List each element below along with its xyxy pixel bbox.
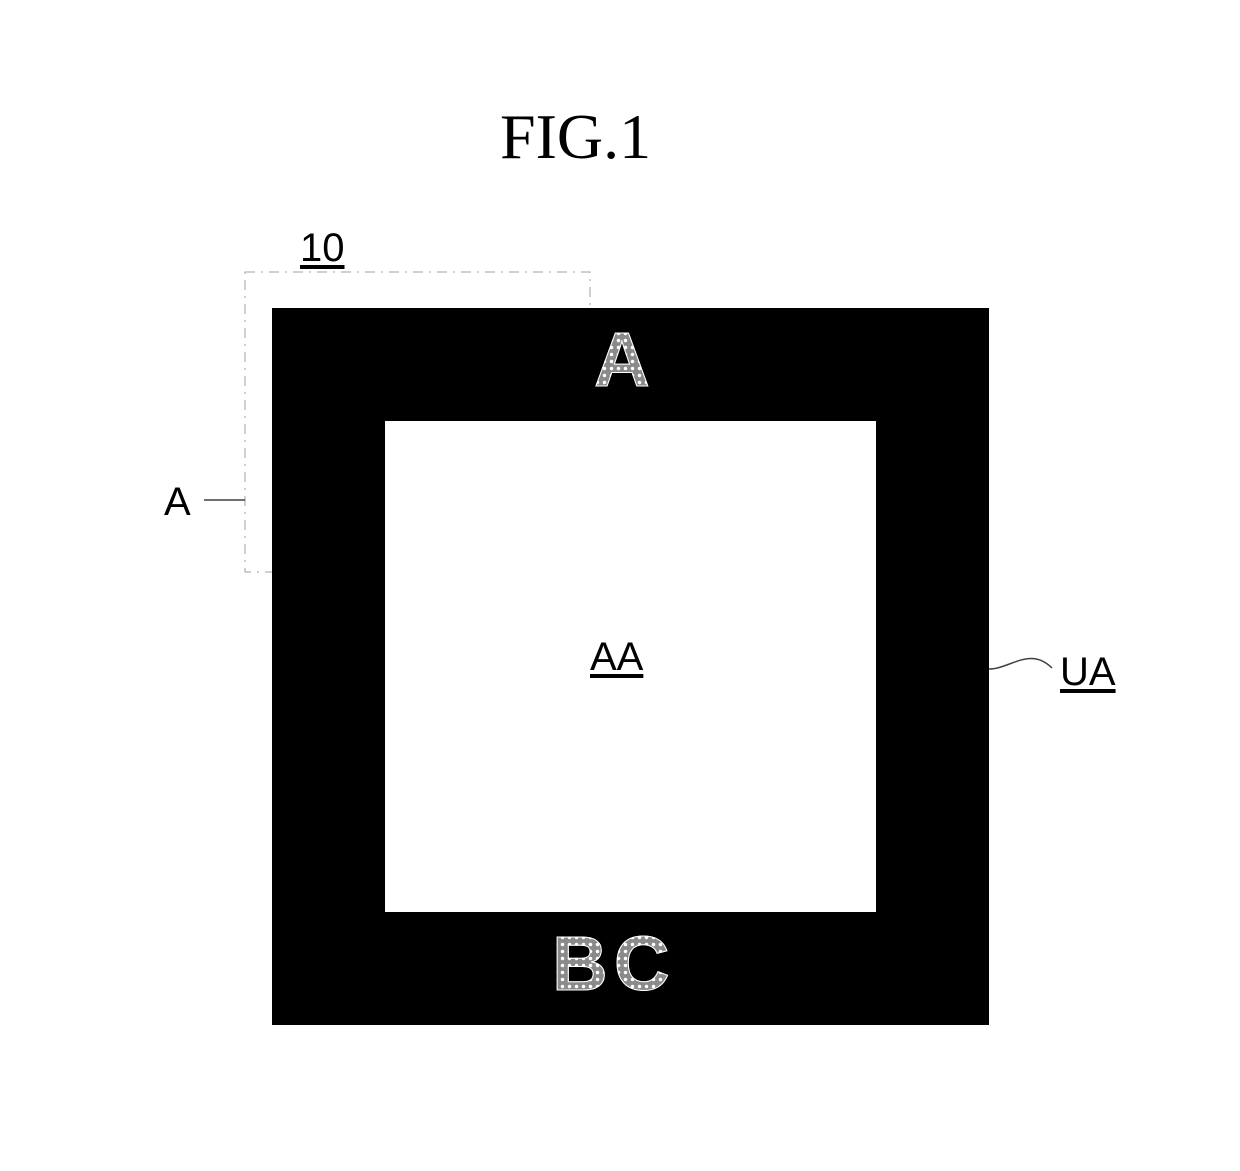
- figure-canvas: FIG.1 10 A BC AA A UA: [0, 0, 1240, 1171]
- callout-ua-lead-path: [989, 658, 1052, 669]
- callout-ua-lead: [0, 0, 1240, 1171]
